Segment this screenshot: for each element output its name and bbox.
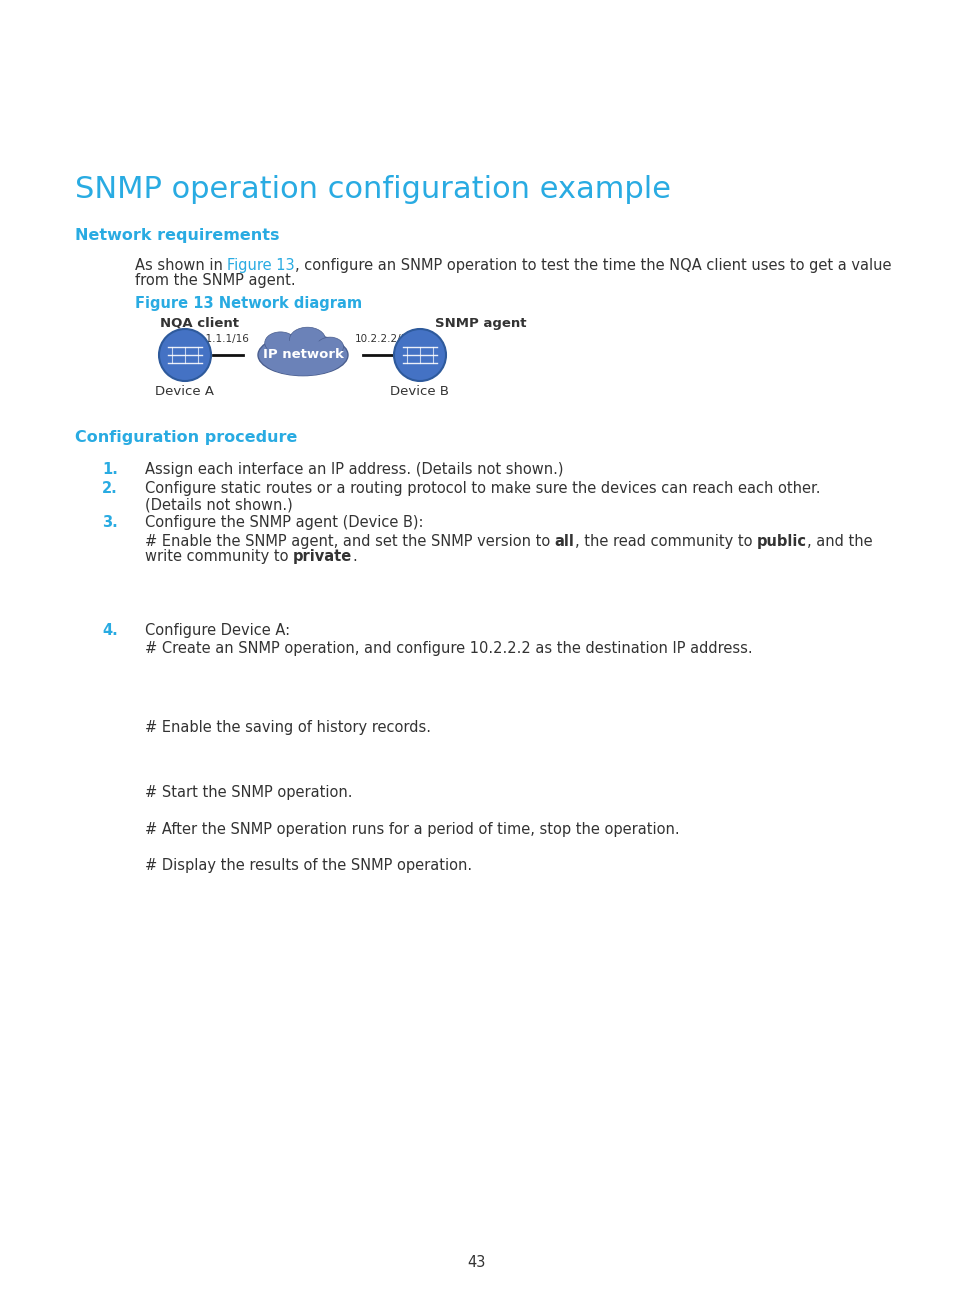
- Text: As shown in: As shown in: [135, 258, 227, 273]
- Text: .: .: [352, 550, 356, 564]
- Text: Figure 13: Figure 13: [227, 258, 294, 273]
- Text: Device A: Device A: [155, 385, 214, 398]
- Text: NQA client: NQA client: [160, 318, 239, 330]
- Text: IP network: IP network: [262, 349, 343, 362]
- Text: 1.: 1.: [102, 461, 118, 477]
- Text: Network requirements: Network requirements: [75, 228, 279, 244]
- Text: public: public: [756, 534, 806, 550]
- Text: , the read community to: , the read community to: [574, 534, 756, 550]
- Ellipse shape: [289, 327, 325, 353]
- Text: 4.: 4.: [102, 623, 118, 638]
- Text: Configure static routes or a routing protocol to make sure the devices can reach: Configure static routes or a routing pro…: [145, 481, 820, 496]
- Text: Configuration procedure: Configuration procedure: [75, 430, 297, 445]
- Text: Configure Device A:: Configure Device A:: [145, 623, 290, 638]
- Text: # Display the results of the SNMP operation.: # Display the results of the SNMP operat…: [145, 858, 472, 874]
- Text: all: all: [555, 534, 574, 550]
- Text: Configure the SNMP agent (Device B):: Configure the SNMP agent (Device B):: [145, 515, 423, 530]
- Text: from the SNMP agent.: from the SNMP agent.: [135, 273, 295, 288]
- Text: write community to: write community to: [145, 550, 293, 564]
- Text: # After the SNMP operation runs for a period of time, stop the operation.: # After the SNMP operation runs for a pe…: [145, 822, 679, 837]
- Text: 3.: 3.: [102, 515, 118, 530]
- Text: # Start the SNMP operation.: # Start the SNMP operation.: [145, 785, 352, 800]
- Text: Figure 13 Network diagram: Figure 13 Network diagram: [135, 295, 362, 311]
- Text: # Enable the saving of history records.: # Enable the saving of history records.: [145, 721, 431, 735]
- Ellipse shape: [261, 340, 344, 376]
- Text: # Enable the SNMP agent, and set the SNMP version to: # Enable the SNMP agent, and set the SNM…: [145, 534, 555, 550]
- Text: 43: 43: [467, 1255, 486, 1270]
- Text: , configure an SNMP operation to test the time the NQA client uses to get a valu: , configure an SNMP operation to test th…: [294, 258, 891, 273]
- Text: (Details not shown.): (Details not shown.): [145, 496, 293, 512]
- Ellipse shape: [316, 337, 343, 356]
- Text: 10.2.2.2/16: 10.2.2.2/16: [355, 334, 415, 343]
- Text: # Create an SNMP operation, and configure 10.2.2.2 as the destination IP address: # Create an SNMP operation, and configur…: [145, 642, 752, 656]
- Circle shape: [394, 329, 446, 381]
- Text: SNMP operation configuration example: SNMP operation configuration example: [75, 175, 670, 203]
- Text: private: private: [293, 550, 352, 564]
- Circle shape: [159, 329, 211, 381]
- Text: SNMP agent: SNMP agent: [435, 318, 526, 330]
- Text: 2.: 2.: [102, 481, 118, 496]
- Text: Assign each interface an IP address. (Details not shown.): Assign each interface an IP address. (De…: [145, 461, 563, 477]
- Text: , and the: , and the: [806, 534, 872, 550]
- Text: Device B: Device B: [390, 385, 449, 398]
- Ellipse shape: [257, 334, 348, 376]
- Text: 10.1.1.1/16: 10.1.1.1/16: [190, 334, 250, 343]
- Ellipse shape: [265, 332, 296, 354]
